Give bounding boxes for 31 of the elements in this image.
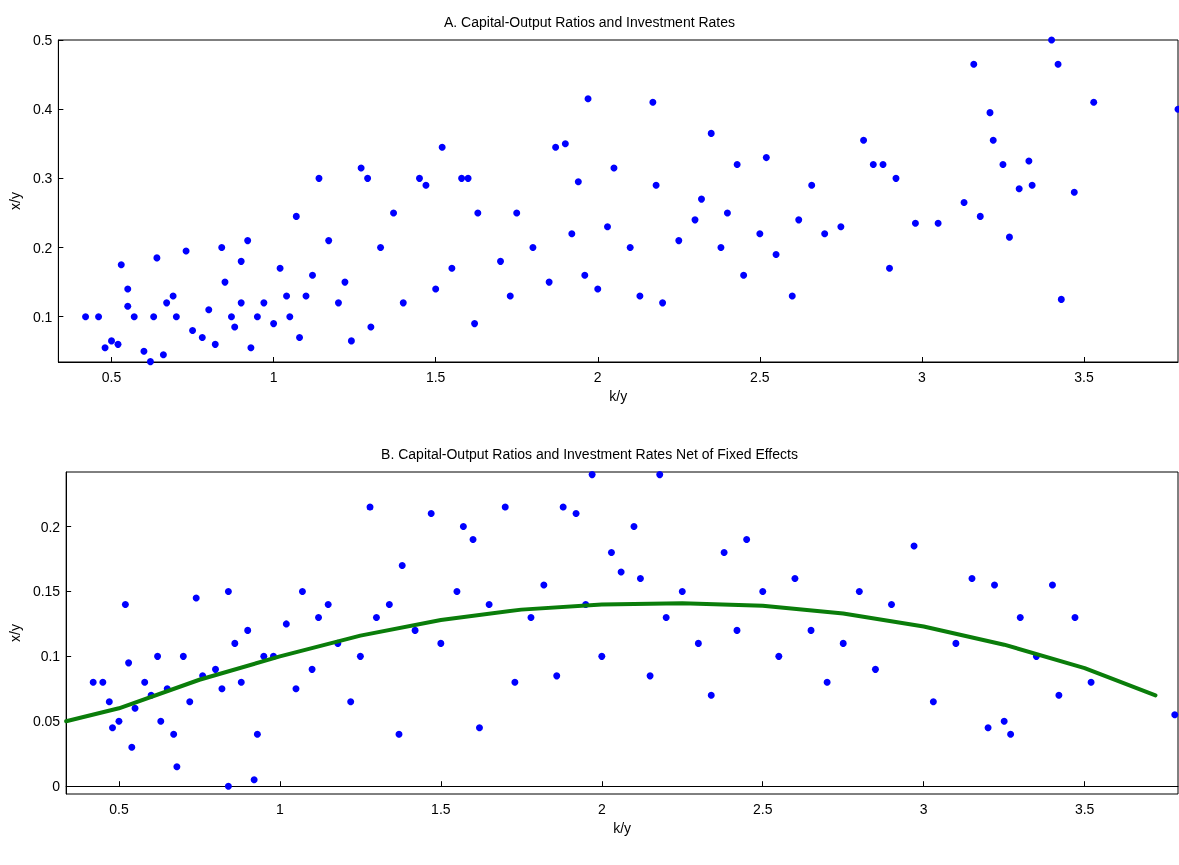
x-axis-title: k/y — [609, 387, 628, 404]
y-axis-title: x/y — [7, 624, 23, 642]
y-tick-label: 0.15 — [32, 583, 61, 600]
chart-title: A. Capital-Output Ratios and Investment Rates — [443, 14, 736, 30]
x-tick-label: 1 — [275, 801, 284, 817]
y-tick-label: 0.4 — [32, 101, 53, 118]
x-tick-label: 3 — [918, 369, 927, 385]
chart-title: B. Capital-Output Ratios and Investment Rates Net of Fixed Effects — [381, 446, 798, 462]
x-tick-label: 3.5 — [1074, 369, 1094, 385]
x-tick-label: 1 — [269, 369, 278, 385]
y-tick-label: 0.1 — [32, 308, 53, 325]
y-tick-label: 0.1 — [40, 648, 61, 665]
x-tick-label: 0.5 — [109, 801, 129, 817]
x-tick-label: 2.5 — [753, 801, 773, 817]
y-axis-title: x/y — [7, 192, 23, 210]
y-tick-label: 0.2 — [32, 239, 53, 256]
y-tick-label: 0.3 — [32, 170, 53, 187]
y-tick-label: 0 — [52, 778, 61, 795]
line-series — [64, 601, 1158, 724]
x-tick-label: 1.5 — [431, 801, 451, 817]
y-tick-label: 0.05 — [32, 713, 61, 730]
x-tick-label: 2.5 — [750, 369, 770, 385]
x-tick-label: 2 — [593, 369, 602, 385]
x-tick-label: 1.5 — [425, 369, 446, 385]
y-tick-label: 0.5 — [32, 32, 53, 48]
x-tick-label: 3 — [919, 801, 928, 817]
y-tick-label: 0.2 — [40, 518, 61, 535]
x-tick-label: 0.5 — [101, 369, 122, 385]
x-tick-label: 3.5 — [1074, 801, 1095, 817]
x-axis-title: k/y — [613, 819, 632, 836]
x-tick-label: 2 — [597, 801, 606, 817]
